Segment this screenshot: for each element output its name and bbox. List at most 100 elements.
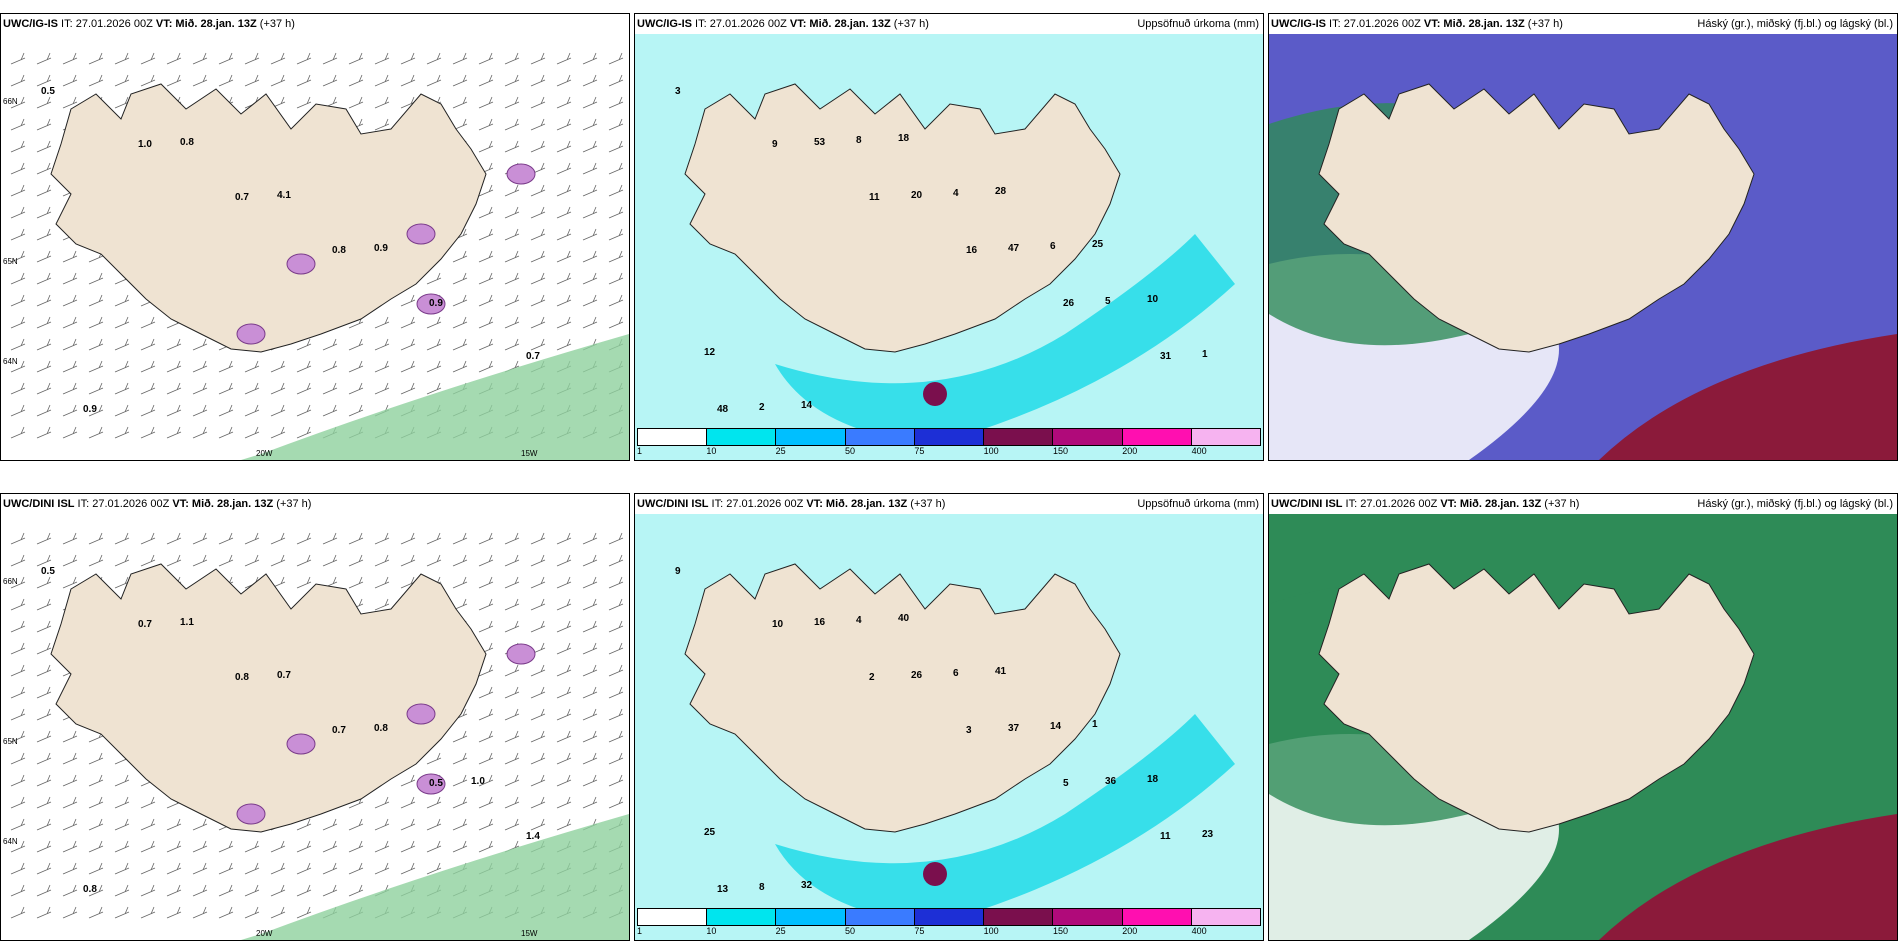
wind-barb	[36, 884, 52, 897]
low-cloud-area	[1599, 334, 1897, 460]
value-label: 0.7	[332, 725, 346, 736]
map-panel-4: UWC/DINI ISL IT: 27.01.2026 00Z VT: Mið.…	[0, 493, 630, 941]
wind-barb	[296, 906, 312, 919]
wind-barb	[478, 752, 494, 765]
wind-barb	[88, 752, 104, 765]
wind-barb	[374, 316, 390, 329]
wind-barb	[140, 796, 156, 809]
wind-barb	[296, 360, 312, 373]
wind-barb	[88, 74, 104, 87]
wind-barb	[374, 862, 390, 875]
wind-barb	[608, 730, 624, 743]
wind-barb	[140, 554, 156, 567]
wind-barb	[140, 338, 156, 351]
wind-barb	[10, 426, 26, 439]
wind-barb	[556, 708, 572, 721]
scale-swatch	[776, 429, 846, 445]
wind-barb	[10, 162, 26, 175]
wind-barb	[504, 250, 520, 263]
axis-label: 20W	[256, 929, 273, 938]
wind-barb	[504, 184, 520, 197]
valid-time: VT: Mið. 28.jan. 13Z	[1423, 18, 1525, 30]
value-label: 40	[898, 613, 910, 624]
precip-cell	[416, 773, 446, 795]
wind-barb	[36, 774, 52, 787]
wind-barb	[556, 206, 572, 219]
wind-barb	[192, 382, 208, 395]
wind-barb	[88, 360, 104, 373]
wind-barb	[426, 554, 442, 567]
wind-barb	[608, 74, 624, 87]
wind-barb	[452, 818, 468, 831]
wind-barb	[88, 884, 104, 897]
wind-barb	[530, 52, 546, 65]
wind-barb	[114, 796, 130, 809]
wind-barb	[504, 294, 520, 307]
wind-barb	[556, 52, 572, 65]
wind-barb	[608, 620, 624, 633]
wind-barb	[166, 532, 182, 545]
wind-barb	[478, 140, 494, 153]
wind-barb	[114, 382, 130, 395]
wind-barb	[62, 884, 78, 897]
wind-barb	[10, 576, 26, 589]
wind-barb	[244, 862, 260, 875]
wind-barb	[192, 906, 208, 919]
wind-barb	[556, 316, 572, 329]
wind-barb	[556, 730, 572, 743]
wind-barb	[140, 862, 156, 875]
wind-barb	[530, 140, 546, 153]
wind-barb	[530, 316, 546, 329]
wind-barb	[36, 250, 52, 263]
wind-barb	[218, 382, 234, 395]
model-name: UWC/DINI ISL	[3, 498, 75, 510]
wind-barb	[140, 906, 156, 919]
wind-barb	[218, 426, 234, 439]
wind-barb	[478, 74, 494, 87]
wind-barb	[114, 316, 130, 329]
wind-barb	[608, 96, 624, 109]
wind-barb	[478, 250, 494, 263]
wind-barb	[504, 206, 520, 219]
scale-swatch	[1053, 429, 1123, 445]
wind-barb	[270, 426, 286, 439]
wind-barb	[36, 162, 52, 175]
wind-barb	[244, 360, 260, 373]
scale-swatch	[776, 909, 846, 925]
wind-barb	[10, 730, 26, 743]
value-label: 47	[1008, 243, 1020, 254]
value-label: 16	[814, 617, 826, 628]
wind-barb	[556, 554, 572, 567]
wind-barb	[530, 338, 546, 351]
scale-tick: 10	[706, 926, 717, 936]
map-canvas: 3 9 11 16 26 31 48 53 20 47 5 1 2 8 4 6 10 12 14 18 28 25	[635, 34, 1263, 460]
field-title: Uppsöfnuð úrkoma (mm)	[1137, 498, 1259, 510]
accum-area	[775, 714, 1235, 924]
value-label: 16	[966, 245, 978, 256]
value-label: 0.7	[138, 619, 152, 630]
wind-barb	[400, 316, 416, 329]
wind-barb	[582, 708, 598, 721]
wind-barb	[452, 774, 468, 787]
value-label: 28	[995, 186, 1007, 197]
wind-barb	[426, 840, 442, 853]
wind-barb	[530, 598, 546, 611]
wind-barb	[556, 642, 572, 655]
wind-barb	[504, 554, 520, 567]
wind-barb	[192, 360, 208, 373]
wind-barb	[36, 532, 52, 545]
wind-barb	[556, 774, 572, 787]
wind-barb	[36, 906, 52, 919]
wind-barb	[374, 840, 390, 853]
value-label: 2	[759, 402, 765, 413]
wind-barb	[530, 228, 546, 241]
wind-barb	[608, 272, 624, 285]
wind-barb	[582, 686, 598, 699]
wind-barb	[400, 74, 416, 87]
wind-barb	[400, 818, 416, 831]
wind-barb	[88, 52, 104, 65]
scale-tick: 100	[983, 446, 999, 456]
wind-barb	[88, 532, 104, 545]
wind-barb	[10, 360, 26, 373]
